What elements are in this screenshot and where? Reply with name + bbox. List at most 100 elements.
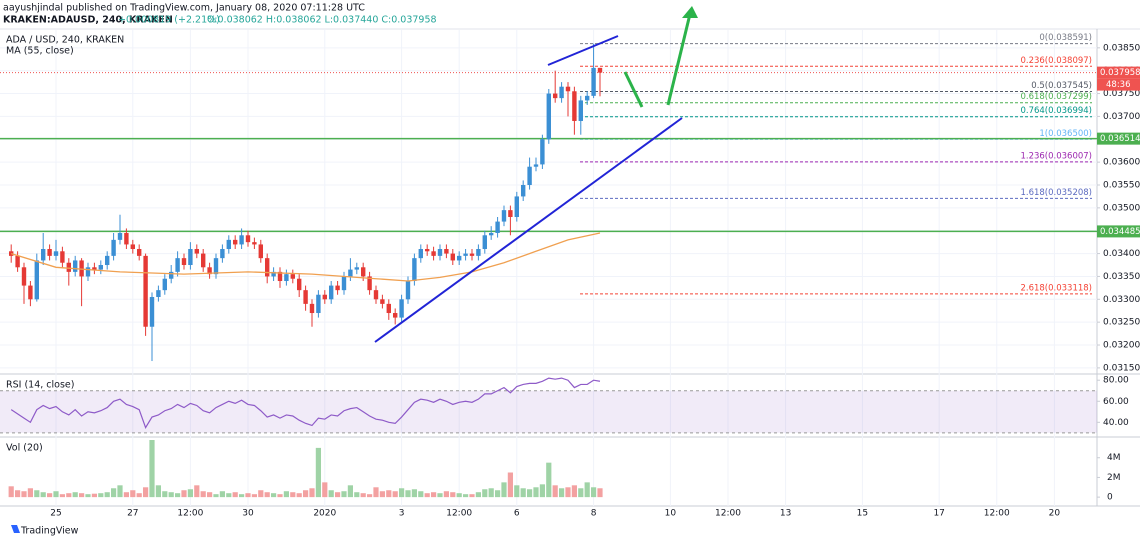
- candle-body: [136, 249, 142, 256]
- volume-bar: [507, 472, 513, 498]
- candle-body: [207, 267, 212, 275]
- x-tick-label: 12:00: [177, 509, 203, 519]
- candle-body: [303, 290, 308, 304]
- fib-label: 1.618(0.035208): [1020, 188, 1092, 198]
- volume-bar: [46, 493, 53, 498]
- volume-bar: [245, 493, 251, 498]
- volume-bar: [181, 490, 187, 498]
- ohlc: O:0.038062 H:0.038062 L:0.037440 C:0.037…: [207, 15, 437, 26]
- volume-bar: [8, 486, 14, 498]
- candle-body: [124, 233, 129, 245]
- candle-body: [226, 239, 231, 250]
- ma-legend: MA (55, close): [6, 46, 74, 57]
- x-tick-label: 3: [399, 509, 405, 519]
- candle-body: [540, 139, 545, 165]
- volume-bar: [136, 493, 142, 498]
- arrow: [666, 13, 692, 106]
- candle-body: [162, 278, 167, 291]
- volume-bar: [59, 494, 65, 498]
- volume-bar: [194, 485, 200, 498]
- volume-bar: [85, 494, 91, 498]
- volume-bar: [334, 492, 341, 498]
- candle-body: [552, 93, 558, 99]
- volume-bar: [251, 494, 257, 498]
- countdown: 48:36: [1106, 80, 1131, 90]
- candle-body: [514, 196, 519, 218]
- x-tick-label: 15: [857, 509, 868, 519]
- volume-bar: [66, 493, 72, 498]
- volume-bar: [162, 491, 168, 498]
- candle-body: [578, 100, 583, 121]
- volume-bar: [526, 489, 533, 498]
- candle-body: [181, 258, 187, 266]
- fib-label: 1.236(0.036007): [1020, 151, 1092, 161]
- volume-bar: [117, 485, 123, 498]
- fib-label: 1(0.036500): [1039, 129, 1092, 139]
- candle-body: [284, 274, 289, 282]
- volume-bar: [27, 488, 33, 498]
- x-tick-label: 25: [50, 509, 61, 519]
- volume-bar: [226, 493, 232, 498]
- volume-bar: [354, 492, 360, 498]
- candle-body: [60, 251, 65, 263]
- candle-body: [572, 91, 577, 121]
- price-tag: [1097, 66, 1140, 79]
- candle-body: [28, 285, 33, 300]
- candle-body: [469, 253, 475, 256]
- candle-body: [565, 86, 571, 92]
- fib-label: 0.764(0.036994): [1020, 106, 1092, 116]
- x-tick-label: 17: [933, 509, 944, 519]
- volume-bar: [462, 494, 469, 498]
- x-tick-label: 2020: [313, 509, 336, 519]
- fib-label: 0(0.038591): [1039, 33, 1092, 43]
- candle-body: [527, 166, 532, 185]
- volume-bar: [590, 487, 597, 498]
- byline: aayushjindal published on TradingView.co…: [3, 3, 365, 14]
- candle-body: [200, 253, 206, 268]
- drawings: [374, 6, 698, 343]
- candle-body: [92, 267, 97, 270]
- volume-bar: [450, 492, 456, 498]
- candle-body: [597, 67, 603, 73]
- candle-body: [85, 267, 91, 277]
- x-tick-label: 8: [591, 509, 597, 519]
- candle-body: [520, 184, 526, 197]
- volume-bar: [14, 490, 21, 498]
- candle-body: [175, 258, 180, 272]
- y-tick-label: 0: [1107, 493, 1113, 503]
- candle-body: [264, 258, 270, 277]
- candle-body: [508, 210, 513, 218]
- candle-body: [194, 249, 199, 254]
- x-tick-label: 13: [780, 509, 791, 519]
- volume-bar: [219, 491, 225, 498]
- candle-body: [232, 239, 238, 245]
- volume-bar: [469, 494, 475, 498]
- candle-body: [335, 285, 340, 291]
- candle-body: [98, 265, 103, 270]
- volume-bar: [424, 493, 430, 498]
- candle-body: [239, 235, 244, 245]
- volume-bar: [482, 489, 488, 498]
- x-tick-label: 12:00: [715, 509, 741, 519]
- candle-body: [66, 262, 71, 272]
- candle-body: [456, 255, 462, 261]
- x-tick-label: 12:00: [446, 509, 472, 519]
- x-tick-label: 27: [127, 509, 138, 519]
- volume-bar: [584, 482, 590, 498]
- candle-body: [21, 267, 27, 286]
- candle-body: [316, 294, 321, 314]
- x-tick-label: 20: [1049, 509, 1061, 519]
- candle-body: [72, 260, 78, 272]
- candle-body: [424, 249, 430, 252]
- volume-bar: [411, 489, 417, 498]
- price-tag: [1097, 132, 1140, 145]
- arrow-head: [682, 6, 698, 18]
- volume-bar: [213, 494, 219, 498]
- candle-body: [463, 253, 468, 256]
- volume-bar: [72, 492, 78, 498]
